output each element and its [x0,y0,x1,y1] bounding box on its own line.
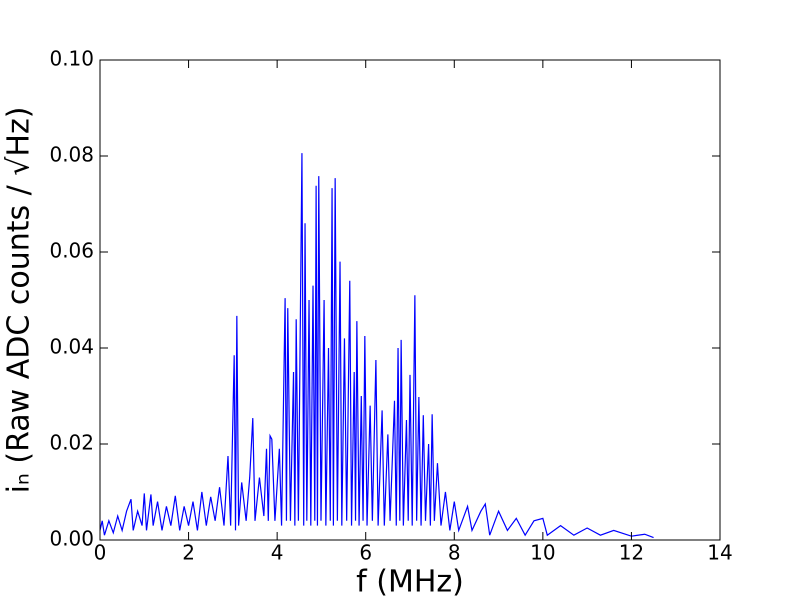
x-tick-label: 14 [707,541,732,565]
plot-frame [99,59,721,541]
y-tick-label: 0.04 [49,335,94,359]
y-tick-label: 0.00 [49,527,94,551]
y-tick-label: 0.08 [49,143,94,167]
x-tick-label: 2 [182,541,195,565]
x-axis-label: f (MHz) [356,565,464,600]
x-tick-label: 8 [448,541,461,565]
y-tick-label: 0.06 [49,239,94,263]
x-tick-label: 10 [530,541,555,565]
y-tick-label: 0.10 [49,47,94,71]
x-tick-label: 6 [359,541,372,565]
x-tick-label: 12 [619,541,644,565]
x-tick-label: 4 [271,541,284,565]
line-series [99,153,654,539]
y-tick-label: 0.02 [49,431,94,455]
y-axis-label: iₙ (Raw ADC counts / √Hz) [2,107,37,494]
x-tick-label: 0 [94,541,107,565]
